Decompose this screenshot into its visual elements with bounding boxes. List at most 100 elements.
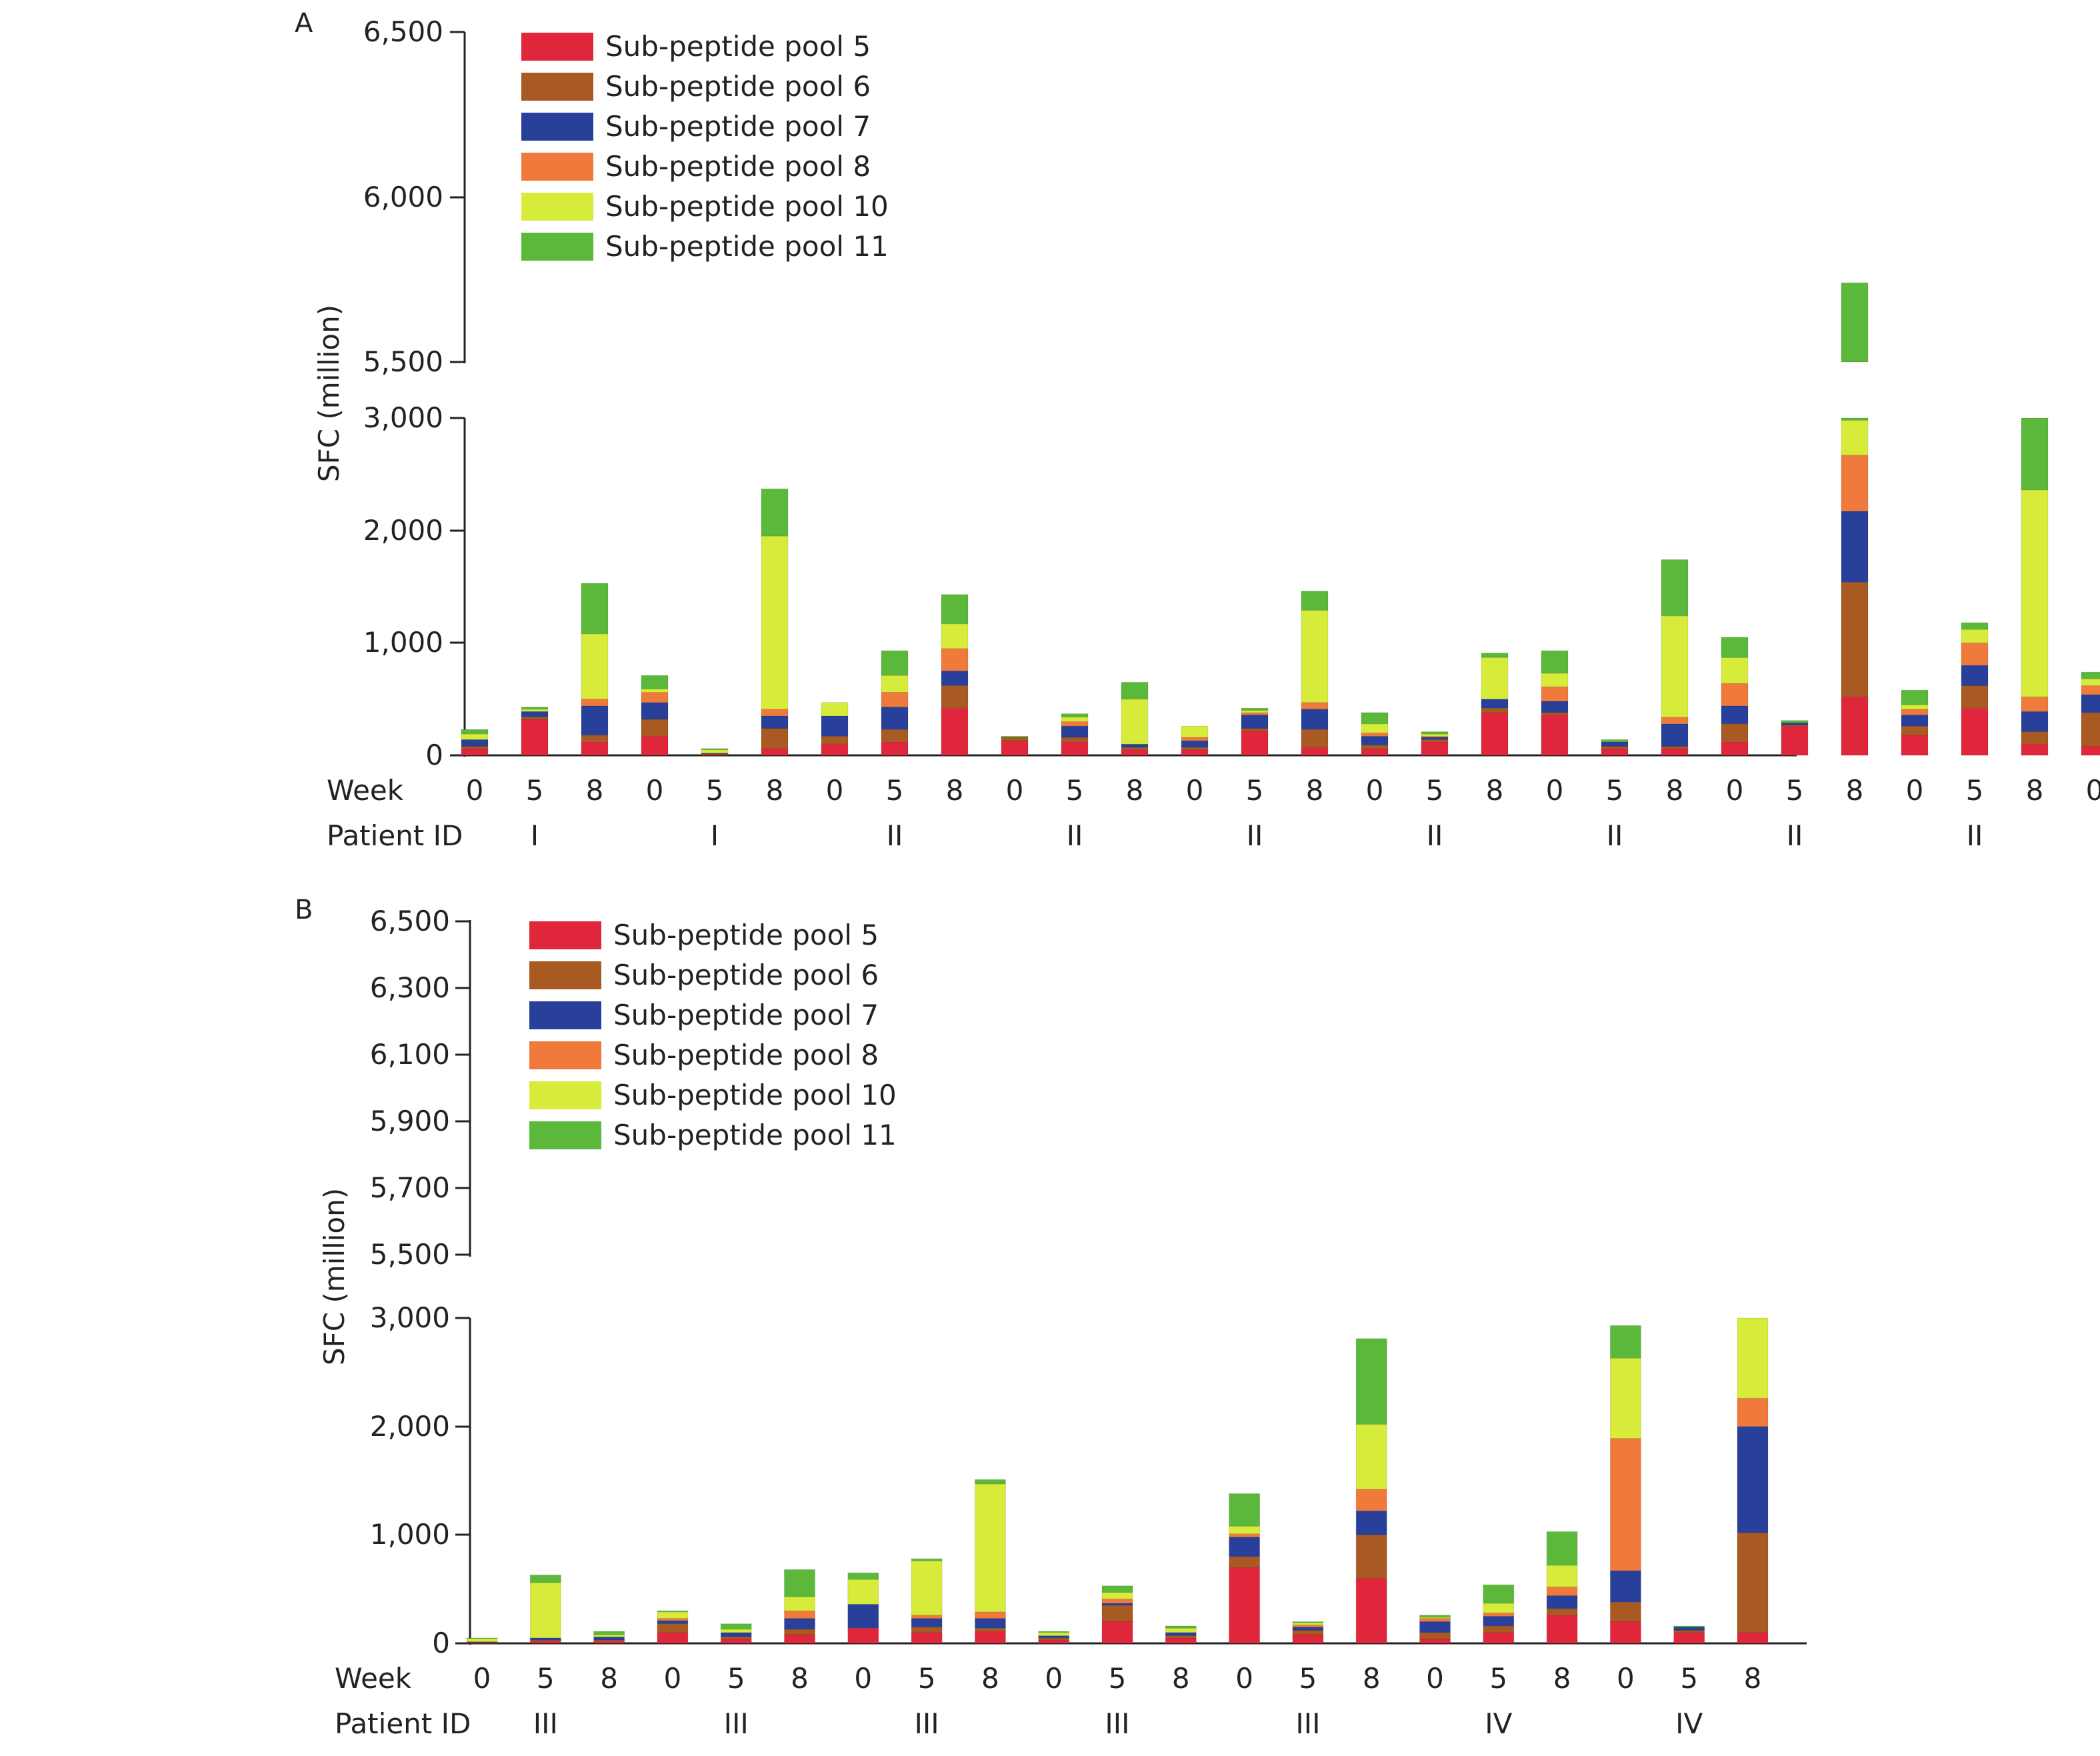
legend-item: Sub-peptide pool 10 xyxy=(521,190,889,223)
bar-segment-4 xyxy=(1661,717,1689,725)
bar-segment-1 xyxy=(761,748,789,756)
bar-segment-2 xyxy=(1361,745,1389,749)
y-tick-label: 2,000 xyxy=(363,514,443,547)
bar-segment-4 xyxy=(1901,709,1929,715)
bar-segment-5 xyxy=(1229,1525,1261,1535)
bar-segment-5 xyxy=(581,633,609,700)
week-label: 0 xyxy=(854,1662,872,1695)
week-label: 5 xyxy=(1680,1662,1698,1695)
bar-segment-1 xyxy=(1841,696,1869,756)
legend-swatch xyxy=(529,1081,601,1109)
legend-swatch xyxy=(529,921,601,949)
legend-swatch xyxy=(529,1001,601,1029)
bar-segment-5 xyxy=(701,749,729,754)
patient-id-label: II xyxy=(887,819,903,852)
bar-segment-4 xyxy=(1361,732,1389,737)
legend-swatch xyxy=(529,961,601,989)
week-label: 5 xyxy=(537,1662,555,1695)
bar-segment-1 xyxy=(784,1634,815,1644)
patient-id-label: III xyxy=(915,1707,939,1740)
bar-segment-2 xyxy=(1901,725,1929,736)
bar-segment-2 xyxy=(581,735,609,743)
bar-segment-3 xyxy=(1841,511,1869,583)
legend-item: Sub-peptide pool 11 xyxy=(521,230,889,263)
bar-segment-2 xyxy=(1421,739,1449,743)
bar-segment-4 xyxy=(581,699,609,707)
bar-segment-2 xyxy=(1101,1605,1133,1623)
week-label: 0 xyxy=(1617,1662,1635,1695)
week-label: 5 xyxy=(727,1662,745,1695)
bar-segment-2 xyxy=(761,728,789,749)
bar-segment-1 xyxy=(1292,1634,1324,1644)
week-label: 8 xyxy=(791,1662,809,1695)
bar-segment-3 xyxy=(1661,723,1689,747)
bar-segment-6 xyxy=(1301,591,1329,611)
bar-segment-4 xyxy=(881,692,909,707)
bar-segment-6 xyxy=(461,729,489,735)
week-label: 5 xyxy=(886,774,904,807)
bar-segment-1 xyxy=(1301,747,1329,756)
bar-segment-5 xyxy=(1737,1317,1769,1399)
bar-segment-5 xyxy=(2081,678,2100,686)
bar-segment-2 xyxy=(1301,729,1329,748)
legend-swatch xyxy=(521,193,593,221)
panel-b-week-row-label: Week xyxy=(335,1662,412,1695)
legend-item: Sub-peptide pool 5 xyxy=(529,919,879,951)
bar-segment-4 xyxy=(641,692,669,703)
legend-label: Sub-peptide pool 6 xyxy=(613,959,879,991)
panel-b-patient-labels: III III III III III IV IV xyxy=(533,1707,1703,1740)
bar-segment-4 xyxy=(974,1611,1006,1619)
panel-a-label: A xyxy=(295,8,313,39)
bar-segment-4 xyxy=(1721,683,1749,707)
y-tick-label: 3,000 xyxy=(363,401,443,434)
bar-segment-4 xyxy=(1101,1598,1133,1604)
bar-segment-5 xyxy=(1121,699,1149,745)
bar-segment-2 xyxy=(941,685,969,709)
week-label: 8 xyxy=(1846,774,1864,807)
bar-segment-6 xyxy=(1101,1585,1133,1593)
week-label: 0 xyxy=(2086,774,2100,807)
panel-b-y-axis-label: SFC (million) xyxy=(318,1188,351,1365)
y-tick-label: 0 xyxy=(432,1627,450,1659)
panel-a-bars xyxy=(461,282,2100,756)
bar-segment-4 xyxy=(761,709,789,717)
y-tick-label: 3,000 xyxy=(370,1301,450,1334)
y-tick-label: 2,000 xyxy=(370,1410,450,1443)
bar-segment-2 xyxy=(461,746,489,749)
bar-segment-5 xyxy=(974,1483,1006,1613)
bar-segment-1 xyxy=(1721,741,1749,756)
legend-swatch xyxy=(521,113,593,141)
bar-segment-5 xyxy=(784,1596,815,1611)
bar-segment-2 xyxy=(1355,1534,1387,1579)
bar-segment-5 xyxy=(1301,609,1329,703)
panel-b-patient-row-label: Patient ID xyxy=(335,1707,471,1740)
bar-segment-3 xyxy=(1061,725,1089,738)
bar-segment-6 xyxy=(1673,1625,1705,1628)
bar-segment-6 xyxy=(657,1610,689,1613)
week-label: 8 xyxy=(2026,774,2044,807)
y-tick-label: 1,000 xyxy=(363,626,443,659)
bar-segment-3 xyxy=(1961,665,1989,686)
bar-segment-5 xyxy=(821,702,849,717)
bar-segment-6 xyxy=(1781,720,1809,723)
legend-label: Sub-peptide pool 11 xyxy=(605,230,889,263)
week-label: 8 xyxy=(586,774,604,807)
bar-segment-4 xyxy=(2081,685,2100,695)
bar-segment-5 xyxy=(1661,615,1689,718)
panel-a-patient-labels: IIIIIIIIIIIIIIIIIIII xyxy=(531,819,1983,852)
bar-segment-3 xyxy=(1181,740,1209,748)
week-label: 0 xyxy=(1235,1662,1253,1695)
bar-segment-3 xyxy=(1229,1537,1261,1557)
bar-segment-1 xyxy=(1355,1577,1387,1644)
bar-segment-5 xyxy=(2021,489,2049,697)
week-label: 5 xyxy=(1066,774,1084,807)
bar-segment-1 xyxy=(911,1632,943,1644)
bar-segment-3 xyxy=(1292,1627,1324,1631)
bar-segment-2 xyxy=(1241,728,1269,731)
bar-segment-3 xyxy=(1901,714,1929,727)
patient-id-label: II xyxy=(1067,819,1083,852)
bar-segment-5 xyxy=(1961,629,1989,643)
bar-segment-6 xyxy=(1061,713,1089,718)
bar-segment-3 xyxy=(461,739,489,747)
bar-segment-5 xyxy=(1483,1603,1515,1613)
